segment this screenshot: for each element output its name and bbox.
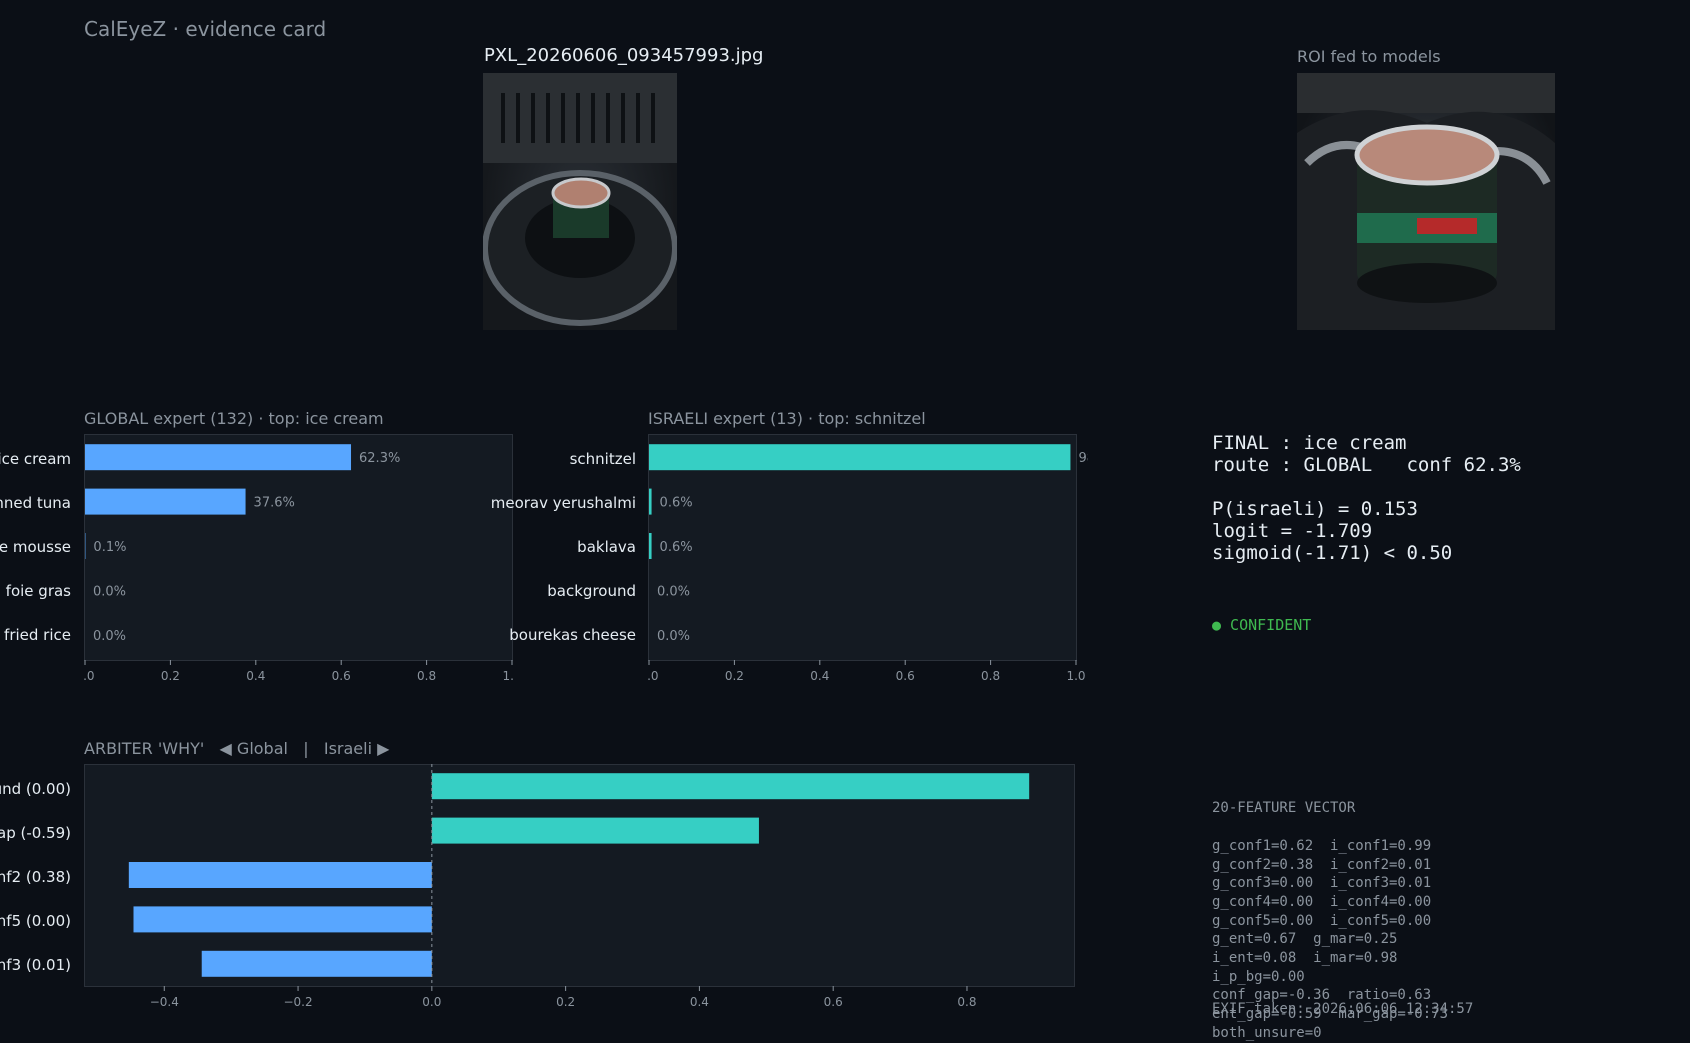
israeli-bar-value-label: 0.0% [657,584,690,599]
global-category-5: fried rice [4,626,71,644]
global-tick-label: 0.4 [246,669,265,683]
feature-line: g_conf2=0.38 i_conf2=0.01 [1212,856,1448,875]
original-photo-drawing [483,73,677,330]
arbiter-feature-4: g_conf5 (0.00) [0,912,71,930]
feature-line: i_ent=0.08 i_mar=0.98 [1212,949,1448,968]
israeli-tick-label: 0.6 [896,669,915,683]
arbiter-bar [202,951,432,977]
israeli-category-3: baklava [577,538,636,556]
global-bar-value-label: 0.1% [93,540,126,555]
israeli-tick-label: 0.8 [981,669,1000,683]
feature-line: i_p_bg=0.00 [1212,968,1448,987]
route-label: route : GLOBAL conf 62.3% [1212,454,1521,476]
global-bar [85,489,246,515]
israeli-bar [649,489,652,515]
arbiter-bar [432,773,1029,799]
app-title: CalEyeZ · evidence card [84,17,326,41]
roi-photo [1297,73,1555,330]
israeli-bar-value-label: 0.0% [657,629,690,644]
arbiter-feature-1: i_p_background (0.00) [0,780,71,798]
israeli-tick-label: 0.2 [725,669,744,683]
israeli-category-1: schnitzel [570,450,636,468]
israeli-tick-label: 1.0 [1066,669,1085,683]
israeli-tick-label: 0.4 [810,669,829,683]
global-tick-label: 1.0 [502,669,514,683]
global-tick-label: 0.0 [84,669,95,683]
global-category-1: ice cream [0,450,71,468]
global-bar-value-label: 0.0% [93,584,126,599]
global-bar [85,444,351,470]
feature-line: g_conf3=0.00 i_conf3=0.01 [1212,874,1448,893]
arbiter-tick-label: 0.4 [690,995,709,1009]
feature-vector-title: 20-FEATURE VECTOR [1212,799,1448,818]
israeli-panel-title: ISRAELI expert (13) · top: schnitzel [648,409,926,428]
global-tick-label: 0.8 [417,669,436,683]
arbiter-chart: −0.4 −0.2 0.0 0.2 0.4 0.6 0.8 [84,764,1088,1020]
global-bar-value-label: 0.0% [93,629,126,644]
feature-line: g_conf5=0.00 i_conf5=0.00 [1212,912,1448,931]
israeli-bar-value-label: 98.7% [1078,451,1088,466]
final-label: FINAL : ice cream [1212,432,1521,454]
global-tick-label: 0.6 [332,669,351,683]
feature-line: g_ent=0.67 g_mar=0.25 [1212,930,1448,949]
arbiter-feature-5: i_conf3 (0.01) [0,956,71,974]
arbiter-tick-label: 0.8 [957,995,976,1009]
roi-title: ROI fed to models [1297,47,1441,66]
feature-line: g_conf1=0.62 i_conf1=0.99 [1212,837,1448,856]
arbiter-feature-3: g_conf2 (0.38) [0,868,71,886]
arbiter-tick-label: 0.6 [824,995,843,1009]
file-name: PXL_20260606_093457993.jpg [484,45,763,66]
global-expert-chart: 62.3% 37.6% 0.1% 0.0% 0.0% 0.0 0.2 0.4 0.6 0.8 1.0 [84,434,514,684]
israeli-bar-value-label: 0.6% [660,540,693,555]
arbiter-tick-label: −0.4 [150,995,179,1009]
israeli-category-4: background [547,582,636,600]
p-israeli: P(israeli) = 0.153 [1212,498,1521,520]
israeli-category-2: meorav yerushalmi [491,494,636,512]
confident-status: ● CONFIDENT [1212,616,1311,634]
sigmoid: sigmoid(-1.71) < 0.50 [1212,542,1521,564]
global-panel-title: GLOBAL expert (132) · top: ice cream [84,409,384,428]
global-category-3: chocolate mousse [0,538,71,556]
israeli-tick-label: 0.0 [648,669,659,683]
arbiter-bar [129,862,432,888]
logit: logit = -1.709 [1212,520,1521,542]
israeli-bar [649,444,1070,470]
exif-taken: EXIF taken: 2026:06:06 12:34:57 [1212,1001,1473,1017]
israeli-expert-chart: 98.7% 0.6% 0.6% 0.0% 0.0% 0.0 0.2 0.4 0.6 0.8 1.0 [648,434,1088,684]
arbiter-tick-label: 0.0 [422,995,441,1009]
feature-line: g_conf4=0.00 i_conf4=0.00 [1212,893,1448,912]
arbiter-panel-title: ARBITER 'WHY' ◀ Global | Israeli ▶ [84,739,389,758]
global-category-labels: ice cream canned tuna chocolate mousse f… [0,430,84,660]
arbiter-tick-label: −0.2 [283,995,312,1009]
israeli-category-5: bourekas cheese [509,626,636,644]
israeli-bar-value-label: 0.6% [660,496,693,511]
original-photo [483,73,677,330]
arbiter-bar [134,906,432,932]
arbiter-bar [432,818,759,844]
arbiter-feature-2: ent_gap (-0.59) [0,824,71,842]
global-bar-value-label: 62.3% [359,451,400,466]
arbiter-tick-label: 0.2 [556,995,575,1009]
roi-photo-drawing [1297,73,1555,330]
global-tick-label: 0.2 [161,669,180,683]
israeli-bar [649,533,652,559]
arbiter-feature-labels: i_p_background (0.00) ent_gap (-0.59) g_… [0,760,84,990]
global-bar-value-label: 37.6% [254,496,295,511]
global-category-2: canned tuna [0,494,71,512]
global-category-4: foie gras [6,582,71,600]
